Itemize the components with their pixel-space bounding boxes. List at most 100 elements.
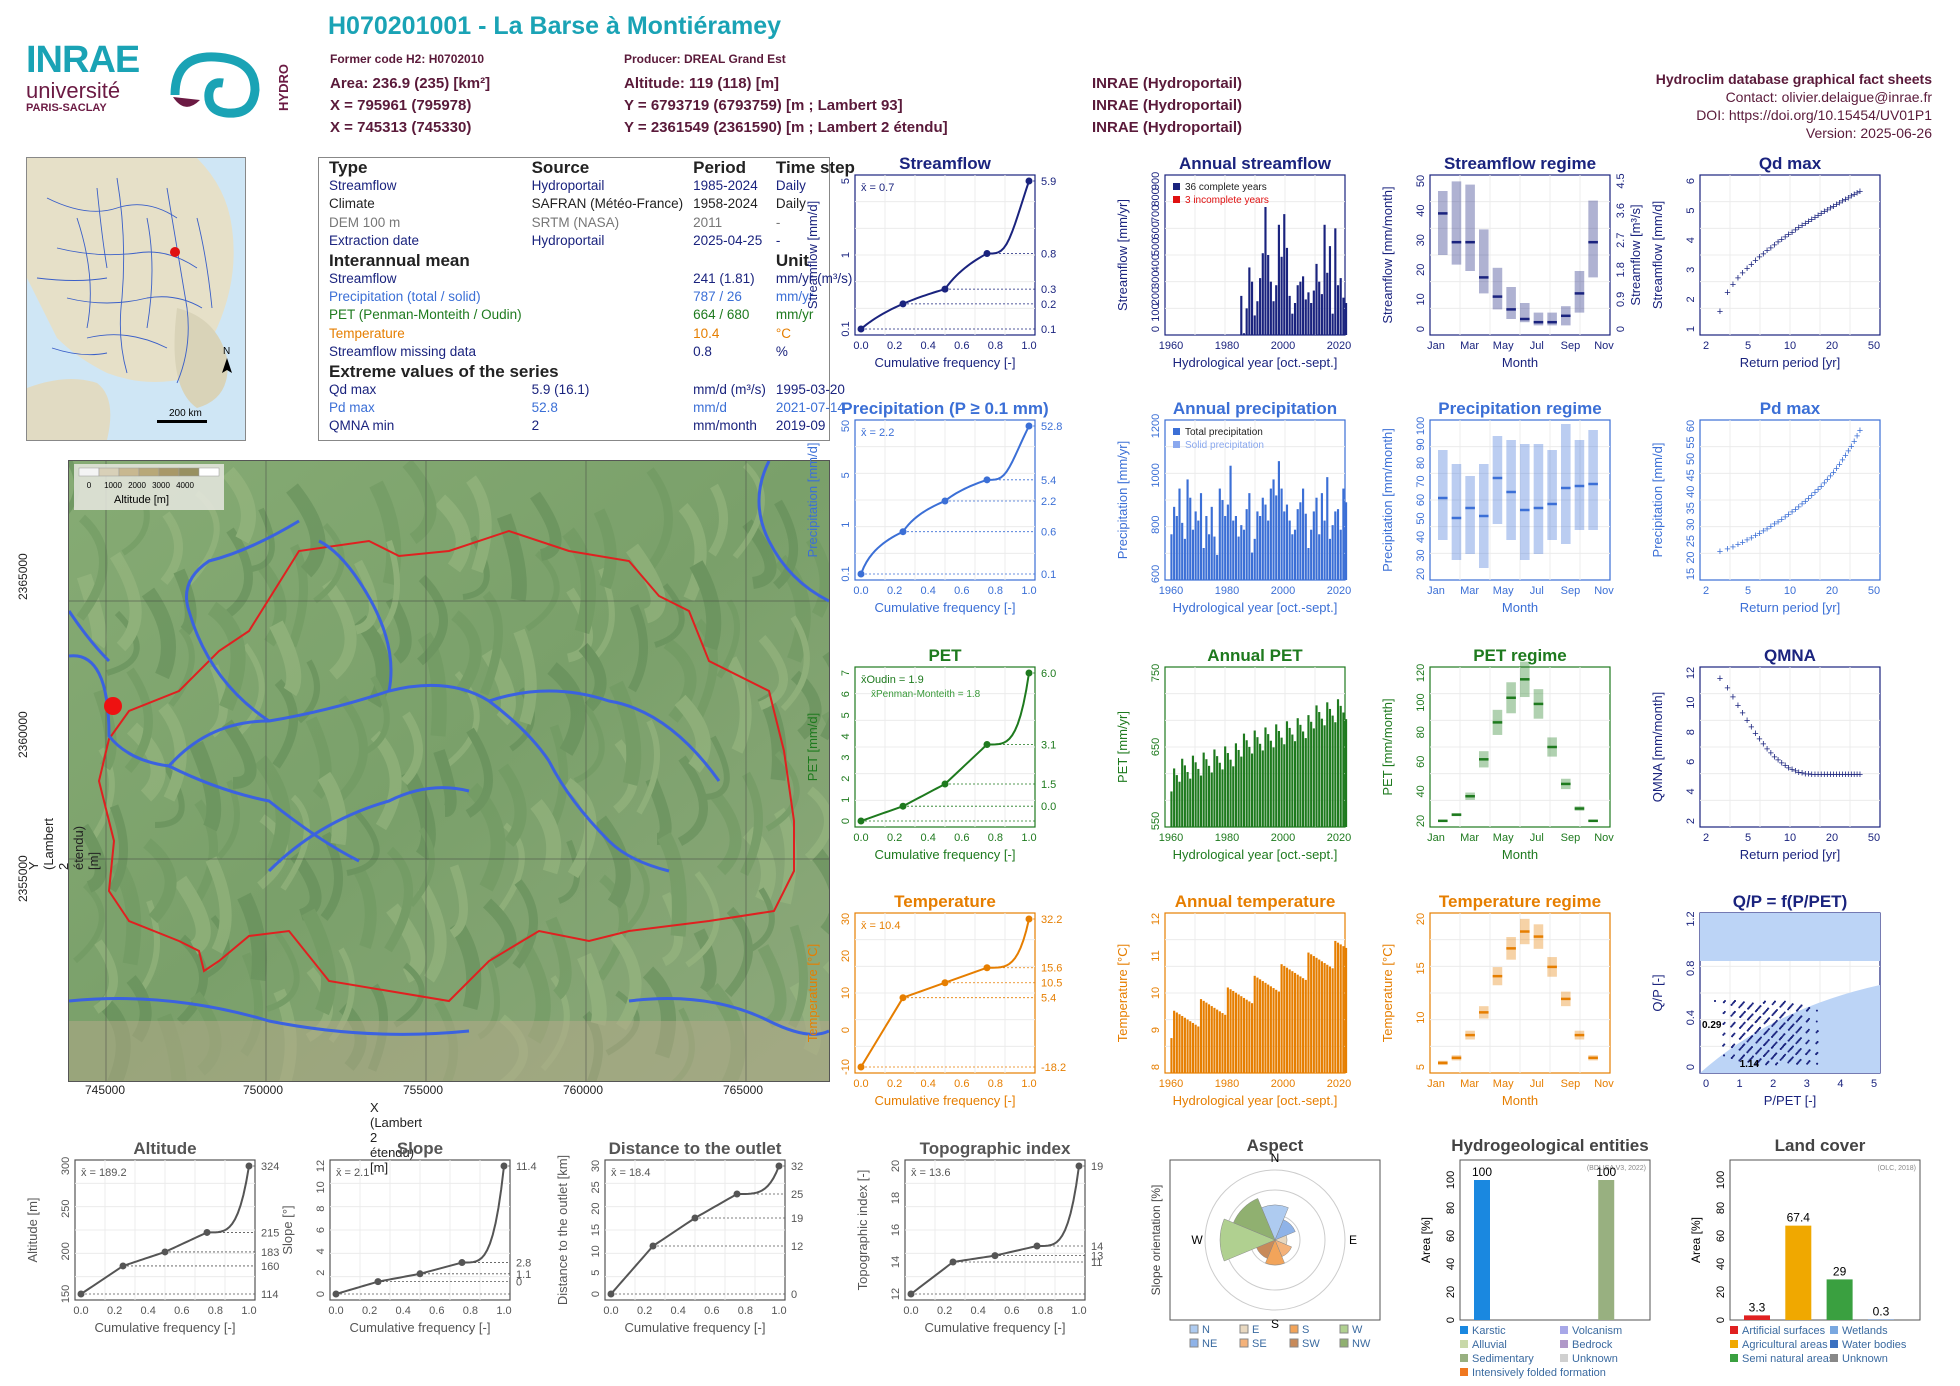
qp-point [1796,1062,1799,1065]
qd_max-point: + [1782,232,1788,244]
qp-point [1781,1056,1784,1059]
qp-point [1816,1051,1819,1054]
streamflow_regime-y2tick: 0 [1615,326,1627,332]
qp-point [1762,1012,1765,1015]
annual_precip-bar [1232,520,1235,580]
qp-point [1788,1038,1791,1041]
qp-point [1788,1017,1791,1020]
qp-point [1743,1021,1746,1024]
qd_max-point: + [1735,273,1741,285]
qp-point [1806,1019,1809,1022]
qd_max-ytick: 3 [1685,267,1697,273]
qp-point [1747,1007,1750,1010]
annual_temp-bar [1234,992,1237,1073]
qp-point [1749,1026,1752,1029]
annual_precip-bar [1259,516,1262,580]
annual_pet-bar [1293,741,1297,827]
factsheet-doi[interactable]: DOI: https://doi.org/10.15454/UV01P1 [1696,107,1932,123]
annual_streamflow-bar [1323,224,1326,335]
slope-point [458,1259,466,1267]
qp-point [1807,1050,1810,1053]
temp_regime-xtick: Mar [1460,1078,1479,1090]
qp-point [1787,1061,1790,1064]
precip_regime-xtick: Mar [1460,585,1479,597]
annual_precip-bar [1181,522,1184,580]
distance-point [649,1242,657,1250]
factsheet-contact[interactable]: Contact: olivier.delaigue@inrae.fr [1725,89,1932,105]
qp-point [1740,1003,1743,1006]
qmna-point: + [1789,764,1795,776]
streamflow_cdf-point [857,325,865,333]
temp_cdf-right-tick: 10.5 [1041,978,1062,990]
slope-mean: x̄ = 2.1 [336,1167,369,1179]
distance-point [607,1290,615,1298]
pd_max-point: + [1833,463,1839,475]
qp-point [1722,1044,1725,1047]
qp-point [1763,1011,1766,1014]
pet_cdf-ylabel: PET [mm/d] [805,713,820,781]
former-code: Former code H2: H0702010 [330,52,485,66]
precip_cdf-right-tick: 0.6 [1041,527,1056,539]
streamflow_regime-ytick: 50 [1415,175,1427,187]
qp-point [1772,1023,1775,1026]
distance-xtick: 1.0 [771,1305,786,1317]
pd_max-ytick: 20 [1685,551,1697,563]
annual_pet-bar [1245,740,1248,827]
temp_cdf-ytick: 20 [840,950,852,962]
annual_pet-bar [1191,755,1195,827]
slope-point [416,1270,424,1278]
qp_ppet-title: Q/P = f(P/PET) [1733,892,1847,911]
value-cell: 10.4 [693,325,720,341]
annual_temp-bar [1199,999,1203,1073]
annual_streamflow-bar [1315,263,1318,335]
pd_max-point: + [1717,546,1723,558]
qp-point [1806,1051,1809,1054]
distance-ylabel: Distance to the outlet [km] [555,1155,570,1305]
annual_temp-bar [1342,946,1345,1073]
slope-xtick: 0.8 [463,1305,478,1317]
distance-xtick: 0.8 [738,1305,753,1317]
pd_max-ytick: 25 [1685,535,1697,547]
qp-point [1775,1030,1778,1033]
qp-point [1722,1012,1725,1015]
annual_precip-bar [1304,513,1307,580]
landcover-chart: Land cover (OLC, 2018) 0 20 40 60 80 100 Area [%… [1689,1136,1921,1365]
landcover-ytick: 0 [1715,1317,1727,1323]
streamflow_cdf-right-tick: 0.2 [1041,299,1056,311]
streamflow_regime-xtick: Nov [1594,340,1614,352]
annual_precip-bar [1267,520,1270,580]
qp-point [1808,1017,1811,1020]
qmna-point: + [1748,722,1754,734]
qp-point [1747,1039,1750,1042]
annual_precip-bar [1334,511,1337,580]
temp_cdf-mean: x̄ = 10.4 [861,920,900,932]
annual_pet-bar [1267,734,1270,827]
distance-ytick: 0 [590,1291,602,1297]
qmna-point: + [1735,700,1741,712]
pet_regime-ytick: 60 [1415,756,1427,768]
annual_precip-bar [1191,529,1195,580]
annual_temp-bar [1277,991,1280,1073]
topo_index-xtick: 0.6 [1004,1305,1019,1317]
qp-point [1780,1015,1783,1018]
annual_temp-bar [1272,988,1275,1073]
annual_pet-bar [1283,744,1286,827]
annual_pet-bar [1280,737,1283,827]
hdr-timestep: Time step [775,158,855,177]
qp-point [1791,1014,1794,1017]
annual_pet-bar [1250,753,1254,827]
annual_temp-bar [1213,1007,1216,1073]
qmna-ytick: 10 [1685,696,1697,708]
annual_temp-bar [1248,1001,1251,1073]
pd_max-xtick: 10 [1784,585,1796,597]
qp-point [1738,1048,1741,1051]
annual_streamflow-bar [1264,207,1267,335]
annual_precip-bar [1320,493,1323,580]
qp-point [1722,1001,1725,1004]
qp-point [1767,1060,1770,1063]
streamflow_regime-xlabel: Month [1502,355,1538,370]
qp-point [1788,1007,1791,1010]
annual_precip-bar [1277,461,1280,580]
pd_max-ytick: 55 [1685,436,1697,448]
qp-point [1747,1028,1750,1031]
